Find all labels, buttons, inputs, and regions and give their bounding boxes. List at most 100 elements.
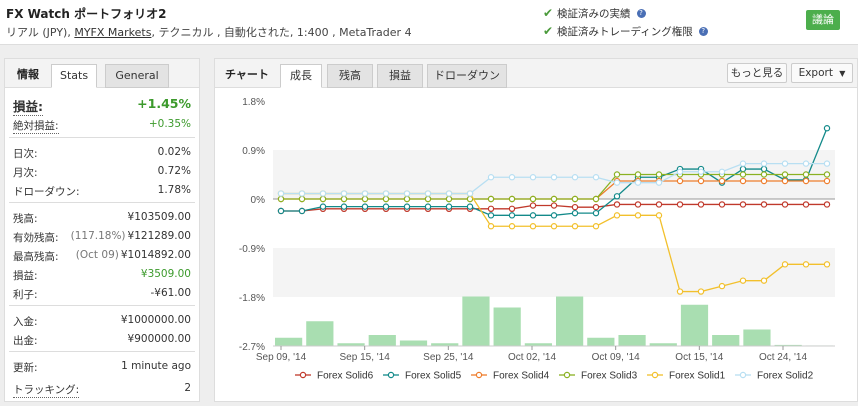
data-point [592,223,600,230]
legend-label: Forex Solid3 [581,371,638,382]
data-point [529,174,537,181]
x-tick-label: Oct 09, '14 [592,352,640,363]
legend-item[interactable]: Forex Solid6 [295,371,374,382]
data-point [466,203,474,210]
legend-item[interactable]: Forex Solid2 [735,371,814,382]
info-panel-title: 情報 [17,68,39,81]
data-point [760,165,768,173]
data-point [739,277,747,284]
profit-label: 損益: [13,270,38,282]
tab-stats[interactable]: Stats [51,64,98,88]
legend-item[interactable]: Forex Solid1 [647,371,726,382]
help-icon[interactable]: ? [698,26,708,36]
legend-item[interactable]: Forex Solid4 [471,371,550,382]
data-point [655,212,663,219]
data-point [424,190,432,197]
data-point [823,160,831,167]
legend-label: Forex Solid2 [757,371,814,382]
page-title: FX Watch ポートフォリオ2 [6,7,167,21]
tracking-row: トラッキング: 2 [13,382,191,398]
daily-label: 日次: [13,148,38,160]
data-point [424,195,432,203]
volume-bar [399,340,428,346]
info-tabs: 情報 Stats General [5,59,199,88]
data-point [508,205,516,213]
help-icon[interactable]: ? [636,8,646,18]
data-point [277,190,285,197]
volume-bar [743,329,771,346]
deposits-value: ¥1000000.00 [120,314,191,326]
export-button[interactable]: Export ▼ [791,63,853,83]
tab-balance[interactable]: 残高 [327,64,373,88]
withdrawals-label: 出金: [13,335,38,347]
highest-balance-note: (Oct 09) [75,249,119,261]
legend-item[interactable]: Forex Solid5 [383,371,462,382]
data-point [340,203,348,210]
balance-row: 残高: ¥103509.00 [13,211,191,226]
broker-link[interactable]: MYFX Markets [74,26,152,39]
updated-label: 更新: [13,362,38,374]
data-point [487,212,495,219]
data-point [613,193,621,200]
discuss-button[interactable]: 議論 [806,10,840,30]
data-point [823,177,831,185]
interest-row: 利子: -¥61.00 [13,287,191,302]
updated-value: 1 minute ago [121,360,191,372]
drawdown-label: ドローダウン: [13,186,80,198]
gain-label[interactable]: 損益: [13,96,43,116]
daily-value: 0.02% [157,146,191,158]
divider [9,305,195,306]
data-point [529,202,537,209]
data-point [613,179,621,186]
tab-general[interactable]: General [105,64,169,88]
legend-marker [475,371,483,379]
divider [9,137,195,138]
interest-label: 利子: [13,289,38,301]
data-point [760,177,768,185]
data-point [529,223,537,230]
data-point [487,205,495,213]
chevron-down-icon: ▼ [839,69,846,78]
data-point [550,174,558,181]
data-point [529,195,537,203]
data-point [277,207,285,215]
x-tick-label: Sep 15, '14 [340,352,391,363]
data-point [655,201,663,208]
data-point [781,160,789,167]
abs-gain-label[interactable]: 絶対損益: [13,120,59,134]
volume-bar [524,343,552,346]
data-point [613,201,621,208]
tab-drawdown[interactable]: ドローダウン [427,64,507,88]
more-button[interactable]: もっと見る [727,63,787,83]
data-point [739,165,747,173]
legend-label: Forex Solid6 [317,371,374,382]
data-point [655,171,663,178]
legend-item[interactable]: Forex Solid3 [559,371,638,382]
check-icon: ✔ [543,6,554,20]
volume-bar [493,307,521,346]
chart-panel-title: チャート [225,68,269,81]
data-point [403,195,411,203]
profit-row: 損益: ¥3509.00 [13,268,191,283]
legend-label: Forex Solid5 [405,371,462,382]
data-point [445,195,453,203]
tab-growth[interactable]: 成長 [280,64,322,88]
highest-balance-value: ¥1014892.00 [120,249,191,261]
data-point [739,171,747,178]
data-point [634,201,642,208]
data-point [613,171,621,178]
x-tick-label: Oct 02, '14 [508,352,556,363]
data-point [802,171,810,178]
monthly-row: 月次: 0.72% [13,165,191,180]
data-point [802,201,810,208]
tab-profit[interactable]: 損益 [377,64,423,88]
data-point [760,171,768,178]
check-icon: ✔ [543,24,554,38]
y-tick-label: -2.7% [239,342,265,353]
data-point [697,201,705,208]
y-tick-label: 0.9% [242,146,265,157]
tracking-label[interactable]: トラッキング: [13,384,80,398]
data-point [634,179,642,186]
tracking-value: 2 [184,382,191,394]
data-point [571,195,579,203]
